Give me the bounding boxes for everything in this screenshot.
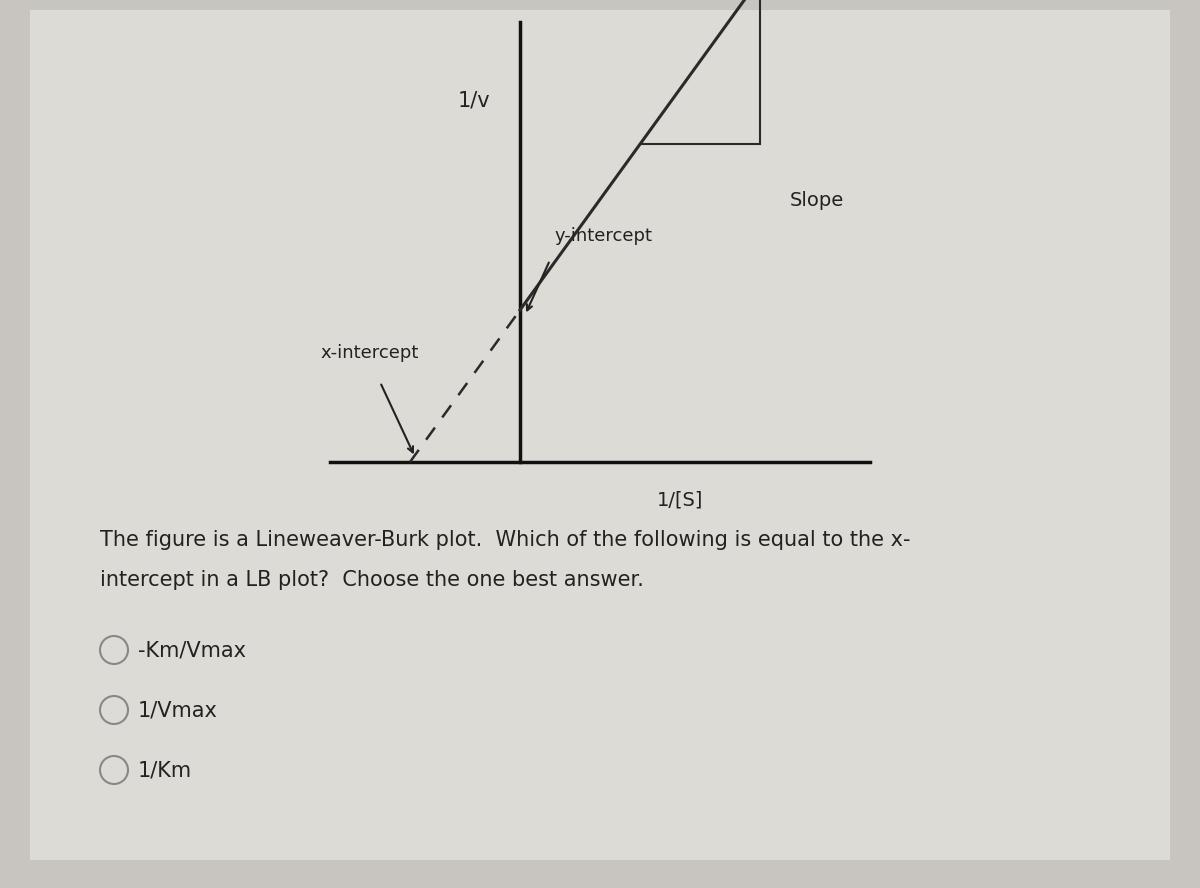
FancyBboxPatch shape [30, 10, 1170, 860]
Text: x-intercept: x-intercept [320, 344, 419, 362]
Text: 1/Vmax: 1/Vmax [138, 700, 218, 720]
Text: Slope: Slope [790, 191, 845, 210]
Text: intercept in a LB plot?  Choose the one best answer.: intercept in a LB plot? Choose the one b… [100, 570, 644, 590]
Text: -Km/Vmax: -Km/Vmax [138, 640, 246, 660]
Text: The figure is a Lineweaver-Burk plot.  Which of the following is equal to the x-: The figure is a Lineweaver-Burk plot. Wh… [100, 530, 911, 550]
Text: 1/Km: 1/Km [138, 760, 192, 780]
Text: 1/[S]: 1/[S] [656, 490, 703, 509]
Text: 1/v: 1/v [457, 90, 490, 110]
Text: y-intercept: y-intercept [554, 227, 653, 245]
